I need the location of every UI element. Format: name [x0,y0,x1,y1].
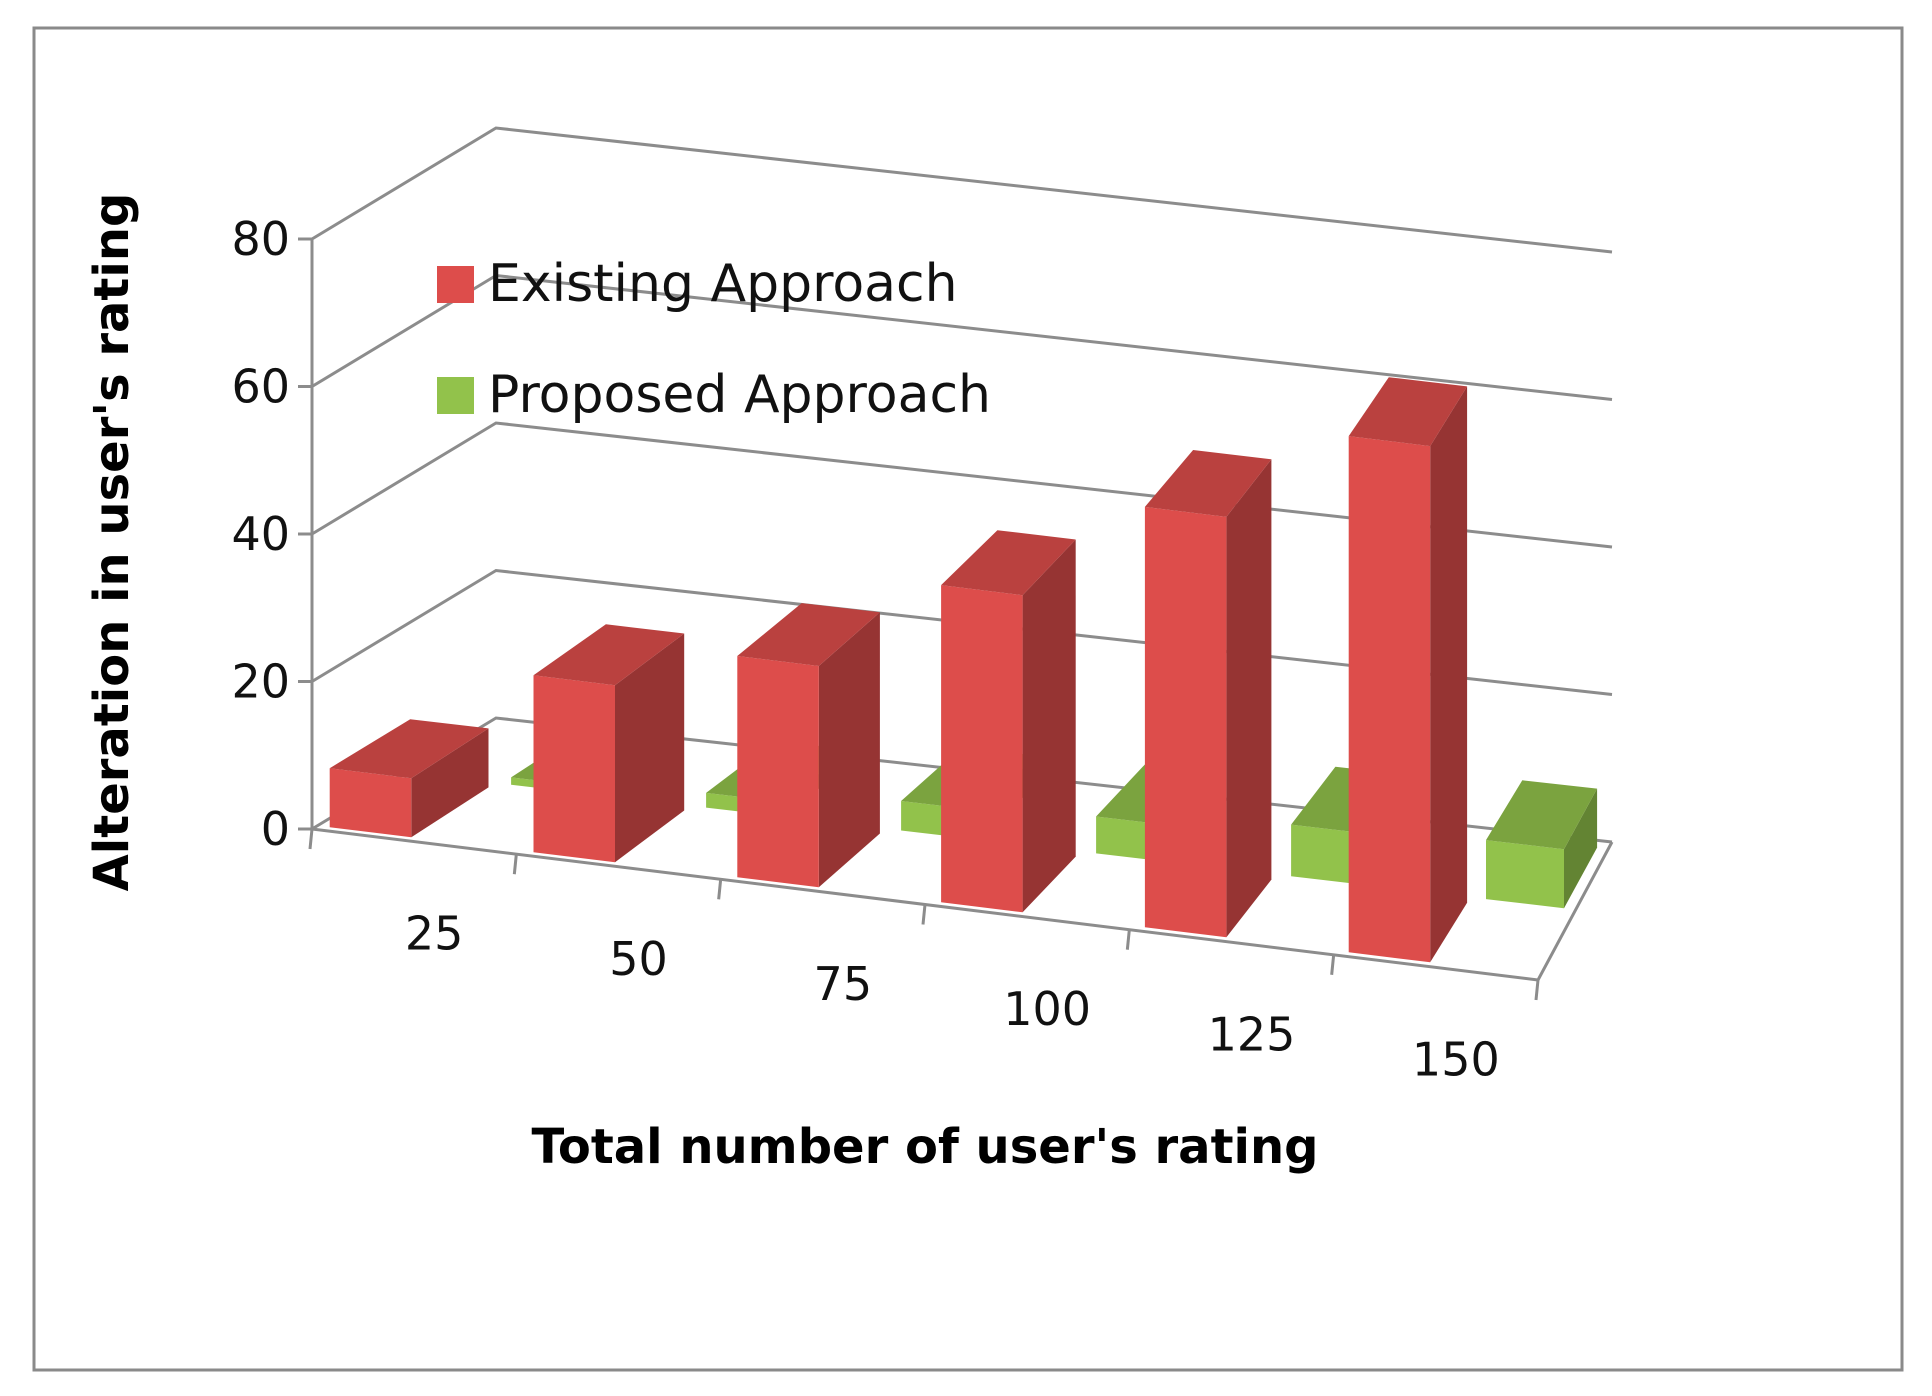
x-tick-label-150: 150 [1412,1032,1500,1086]
y-axis-title: Alteration in user's rating [84,193,140,892]
y-tick-label-20: 20 [231,655,290,709]
x-tick-mark [1330,954,1336,975]
bar-existing-approach-25 [329,719,489,838]
bar-existing-approach-100 [941,530,1076,913]
legend-label-existing-approach: Existing Approach [488,254,958,314]
x-tick-label-100: 100 [1003,982,1091,1036]
x-tick-mark [921,904,927,925]
gridline-80 [311,126,1613,254]
bar-existing-approach-125 [1144,450,1272,938]
x-tick-mark [308,828,314,850]
x-tick-mark [717,879,723,900]
y-tick-label-40: 40 [231,507,290,561]
bar-proposed-approach-150 [1486,780,1598,909]
bars [329,377,1598,963]
y-tick-label-60: 60 [231,360,290,414]
x-tick-label-75: 75 [814,957,873,1011]
legend-swatch-existing-approach [437,266,474,303]
bar-existing-approach-50 [533,624,685,863]
x-tick-mark [1534,979,1540,1001]
x-tick-labels: 25 50 75 100 125 150 [405,907,1500,1087]
legend-swatch-proposed-approach [437,377,474,414]
x-axis-title: Total number of user's rating [531,1119,1318,1175]
y-tick-labels: 0 20 40 60 80 [231,212,290,856]
legend: Existing Approach Proposed Approach [437,254,991,425]
y-tick-label-80: 80 [231,212,290,266]
x-tick-mark [512,854,518,875]
x-tick-label-125: 125 [1208,1007,1296,1061]
y-tick-label-0: 0 [261,802,290,856]
axes [298,237,1614,1001]
x-tick-label-25: 25 [405,907,464,961]
bar-existing-approach-75 [737,603,880,888]
x-tick-mark [1125,929,1131,950]
legend-label-proposed-approach: Proposed Approach [488,365,991,425]
gridline-60 [311,273,1613,401]
x-tick-label-50: 50 [609,932,668,986]
bar-existing-approach-150 [1348,377,1468,963]
